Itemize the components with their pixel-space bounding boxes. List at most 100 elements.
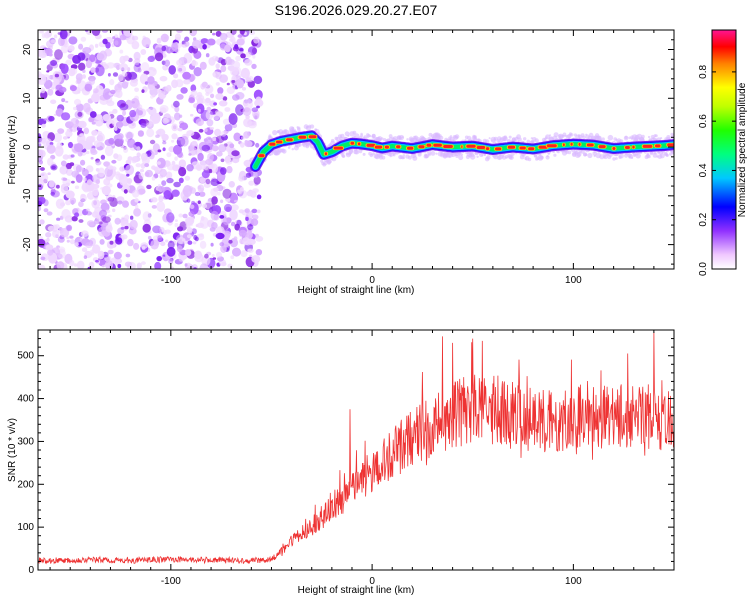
noise-blob	[204, 84, 214, 94]
noise-blob	[47, 172, 51, 175]
noise-blob	[253, 75, 263, 85]
noise-blob	[41, 33, 46, 39]
ridge-hot-core	[476, 146, 486, 149]
noise-blob	[227, 263, 233, 269]
ridge-halo	[435, 152, 438, 155]
noise-blob	[112, 72, 119, 77]
noise-blob	[98, 221, 103, 225]
noise-blob	[188, 153, 192, 156]
noise-blob	[226, 165, 233, 174]
noise-blob	[251, 214, 259, 220]
ridge-hot-core	[396, 145, 401, 149]
ridge-hot-core	[578, 142, 581, 146]
noise-blob	[43, 118, 48, 121]
noise-blob	[109, 240, 114, 245]
noise-blob	[245, 172, 252, 178]
ridge-halo	[328, 159, 332, 164]
noise-blob	[202, 203, 208, 209]
noise-blob	[174, 33, 181, 41]
noise-blob	[72, 54, 82, 64]
noise-blob	[47, 157, 54, 166]
noise-blob	[251, 63, 257, 70]
ridge-hot-core	[466, 144, 476, 148]
noise-blob	[237, 189, 241, 194]
x-tick-label: 100	[565, 275, 582, 286]
ridge-halo	[587, 152, 593, 159]
noise-blob	[186, 234, 192, 239]
noise-blob	[188, 211, 195, 217]
noise-blob	[217, 191, 221, 196]
noise-blob	[219, 32, 228, 41]
y-tick-label: 0	[22, 144, 33, 150]
ridge-halo	[526, 139, 531, 144]
ridge-halo	[534, 138, 539, 143]
noise-blob	[61, 209, 71, 219]
noise-blob	[125, 159, 132, 165]
noise-blob	[199, 164, 207, 170]
noise-blob	[211, 254, 215, 257]
noise-blob	[50, 99, 57, 105]
noise-blob	[70, 117, 79, 128]
noise-blob	[95, 114, 103, 121]
noise-blob	[135, 163, 142, 168]
noise-blob	[216, 151, 223, 157]
noise-blob	[117, 263, 122, 269]
noise-blob	[119, 63, 129, 71]
noise-blob	[210, 93, 215, 99]
noise-blob	[231, 80, 236, 83]
ridge-halo	[486, 155, 491, 160]
noise-blob	[212, 170, 215, 174]
noise-blob	[240, 53, 247, 59]
noise-blob	[245, 114, 250, 119]
noise-blob	[88, 117, 94, 123]
noise-blob	[255, 142, 260, 148]
noise-blob	[230, 66, 239, 77]
y-tick-label: 0	[28, 565, 34, 576]
noise-blob	[89, 111, 97, 118]
noise-blob	[182, 185, 193, 197]
noise-blob	[78, 219, 84, 223]
noise-blob	[155, 130, 162, 135]
ridge-hot-core	[546, 144, 557, 148]
noise-blob	[242, 107, 252, 116]
noise-blob	[220, 65, 227, 73]
ridge-halo	[454, 134, 460, 139]
noise-blob	[90, 252, 95, 256]
ridge-halo	[287, 146, 291, 149]
noise-blob	[90, 147, 97, 154]
noise-blob	[127, 71, 138, 80]
noise-blob	[62, 136, 68, 140]
noise-blob	[229, 143, 235, 149]
noise-blob	[171, 123, 178, 132]
noise-blob	[114, 217, 121, 225]
noise-blob	[254, 115, 258, 120]
ridge-halo	[380, 137, 384, 140]
noise-blob	[66, 239, 70, 243]
noise-blob	[69, 162, 75, 167]
noise-blob	[123, 189, 128, 194]
noise-blob	[215, 93, 224, 100]
ridge-halo	[660, 137, 663, 140]
ridge-halo	[335, 137, 340, 141]
ridge-halo	[381, 155, 386, 160]
ridge-hot-core	[461, 145, 463, 149]
noise-blob	[230, 221, 236, 227]
noise-blob	[231, 157, 240, 164]
noise-blob	[213, 102, 218, 106]
noise-blob	[80, 230, 89, 237]
ridge-halo	[363, 135, 368, 139]
noise-blob	[201, 144, 210, 152]
noise-blob	[222, 217, 231, 226]
noise-blob	[75, 103, 84, 112]
ridge-hot-core	[625, 146, 630, 149]
spectrogram-frame	[37, 29, 675, 270]
noise-blob	[176, 59, 183, 66]
noise-blob	[176, 245, 183, 253]
ridge-halo	[607, 134, 614, 141]
noise-blob	[107, 165, 114, 170]
noise-blob	[43, 79, 53, 89]
noise-blob	[171, 189, 180, 197]
noise-blob	[50, 191, 55, 196]
ridge-halo	[509, 155, 514, 161]
noise-blob	[190, 84, 197, 92]
